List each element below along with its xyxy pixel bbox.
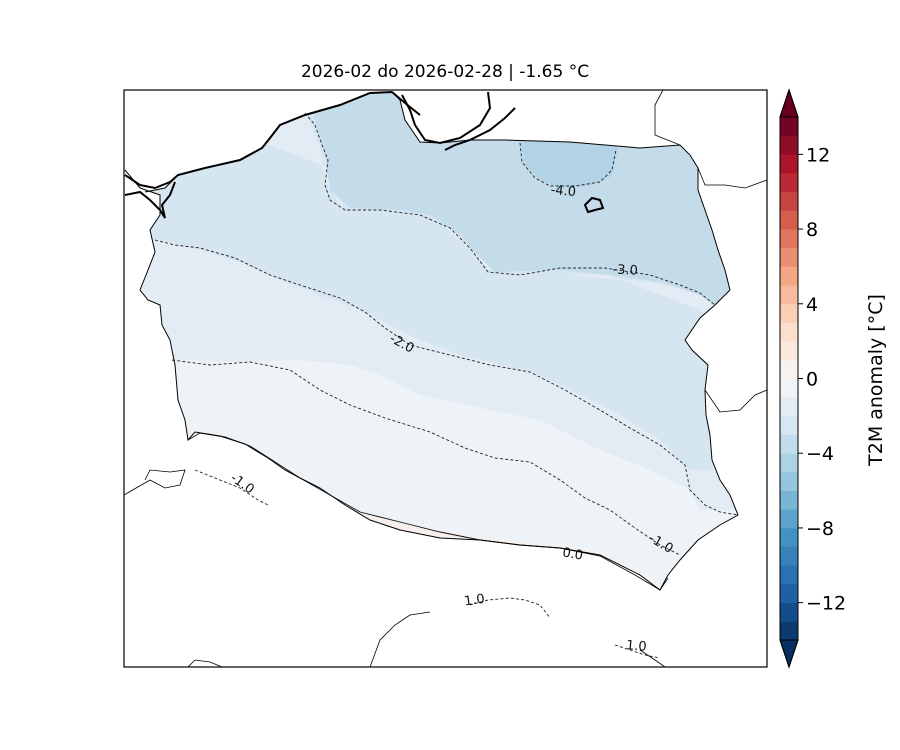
colorbar-segment <box>780 471 798 491</box>
colorbar-segment <box>780 621 798 641</box>
border-ukraine-slovakia <box>639 649 666 668</box>
border-czech-germany <box>123 469 186 496</box>
hel-peninsula <box>444 107 516 151</box>
contour-line-neg2 <box>154 239 739 516</box>
baltic-coastline <box>124 90 421 190</box>
contour-line-neg4 <box>519 142 617 187</box>
colorbar-tick-label: −4 <box>806 443 834 465</box>
contour-line-1-east <box>614 644 661 659</box>
colorbar-segment <box>780 434 798 454</box>
colorbar-tick-label: 4 <box>806 294 818 316</box>
contour-label: 0.0 <box>561 545 584 563</box>
colorbar-segment <box>780 527 798 548</box>
colorbar-segment <box>780 546 798 566</box>
colorbar-segment <box>780 453 798 473</box>
colorbar-segment <box>780 565 798 585</box>
colorbar-extend-top <box>779 88 799 118</box>
border-belarus-ukraine <box>704 389 768 413</box>
colorbar-segment <box>780 285 798 305</box>
colorbar-segment <box>780 247 798 267</box>
border-czech-slovakia <box>369 611 431 668</box>
contour-label: -4.0 <box>550 183 577 200</box>
colorbar-segment <box>780 322 798 342</box>
colorbar-segment <box>780 154 798 174</box>
colorbar: 12 8 4 0 −4 −8 −12 T2M anomaly [°C] <box>779 88 887 669</box>
colorbar-tick-label: −12 <box>806 593 846 615</box>
colorbar-segment <box>780 359 798 379</box>
contour-line-1-tatra <box>469 597 551 619</box>
colorbar-segments <box>780 117 798 641</box>
border-slovakia-hungary <box>187 659 223 668</box>
colorbar-segment <box>780 341 798 361</box>
colorbar-segment <box>780 135 798 155</box>
contour-label: 1.0 <box>625 638 647 655</box>
colorbar-segment <box>780 490 798 510</box>
colorbar-tick-label: 0 <box>806 369 818 391</box>
colorbar-tick-label: 8 <box>806 219 818 241</box>
colorbar-segment <box>780 117 798 137</box>
colorbar-segment <box>780 509 798 529</box>
colorbar-segment <box>780 191 798 211</box>
contour-line-neg1 <box>171 359 681 556</box>
contour-line-1-west <box>194 469 269 506</box>
contour-label: -3.0 <box>612 262 638 278</box>
colorbar-segment <box>780 583 798 604</box>
colorbar-outline <box>779 88 799 669</box>
colorbar-segment <box>780 303 798 323</box>
map-axes: -4.0 -3.0 -2.0 -1.0 -1.0 0.0 1.0 1.0 <box>123 89 768 668</box>
colorbar-segment <box>780 229 798 249</box>
colorbar-segment <box>780 173 798 193</box>
fill-band-neg5-neg4 <box>520 140 618 188</box>
colorbar-extend-bottom <box>779 639 799 669</box>
colorbar-tick-label: −8 <box>806 518 834 540</box>
colorbar-label: T2M anomaly [°C] <box>865 294 887 467</box>
colorbar-segment <box>780 266 798 286</box>
colorbar-ticks: 12 8 4 0 −4 −8 −12 <box>798 144 846 615</box>
contour-line-neg3 <box>304 112 716 306</box>
map-title: 2026-02 do 2026-02-28 | -1.65 °C <box>301 62 589 82</box>
border-lithuania-belarus <box>697 167 768 189</box>
colorbar-segment <box>780 415 798 435</box>
neighbor-borders <box>123 89 768 668</box>
szczecin-lagoon <box>124 181 176 219</box>
poland-border <box>124 91 739 591</box>
contour-lines <box>154 112 739 659</box>
lake-sniardwy <box>583 196 605 214</box>
vistula-lagoon <box>401 91 492 145</box>
contour-label: 1.0 <box>463 592 486 610</box>
map-frame <box>123 89 768 668</box>
colorbar-segment <box>780 378 798 398</box>
colorbar-segment <box>780 210 798 230</box>
colorbar-tick-label: 12 <box>806 144 830 166</box>
colorbar-segment <box>780 397 798 417</box>
colorbar-segment <box>780 602 798 622</box>
border-russia-lithuania <box>654 89 681 146</box>
